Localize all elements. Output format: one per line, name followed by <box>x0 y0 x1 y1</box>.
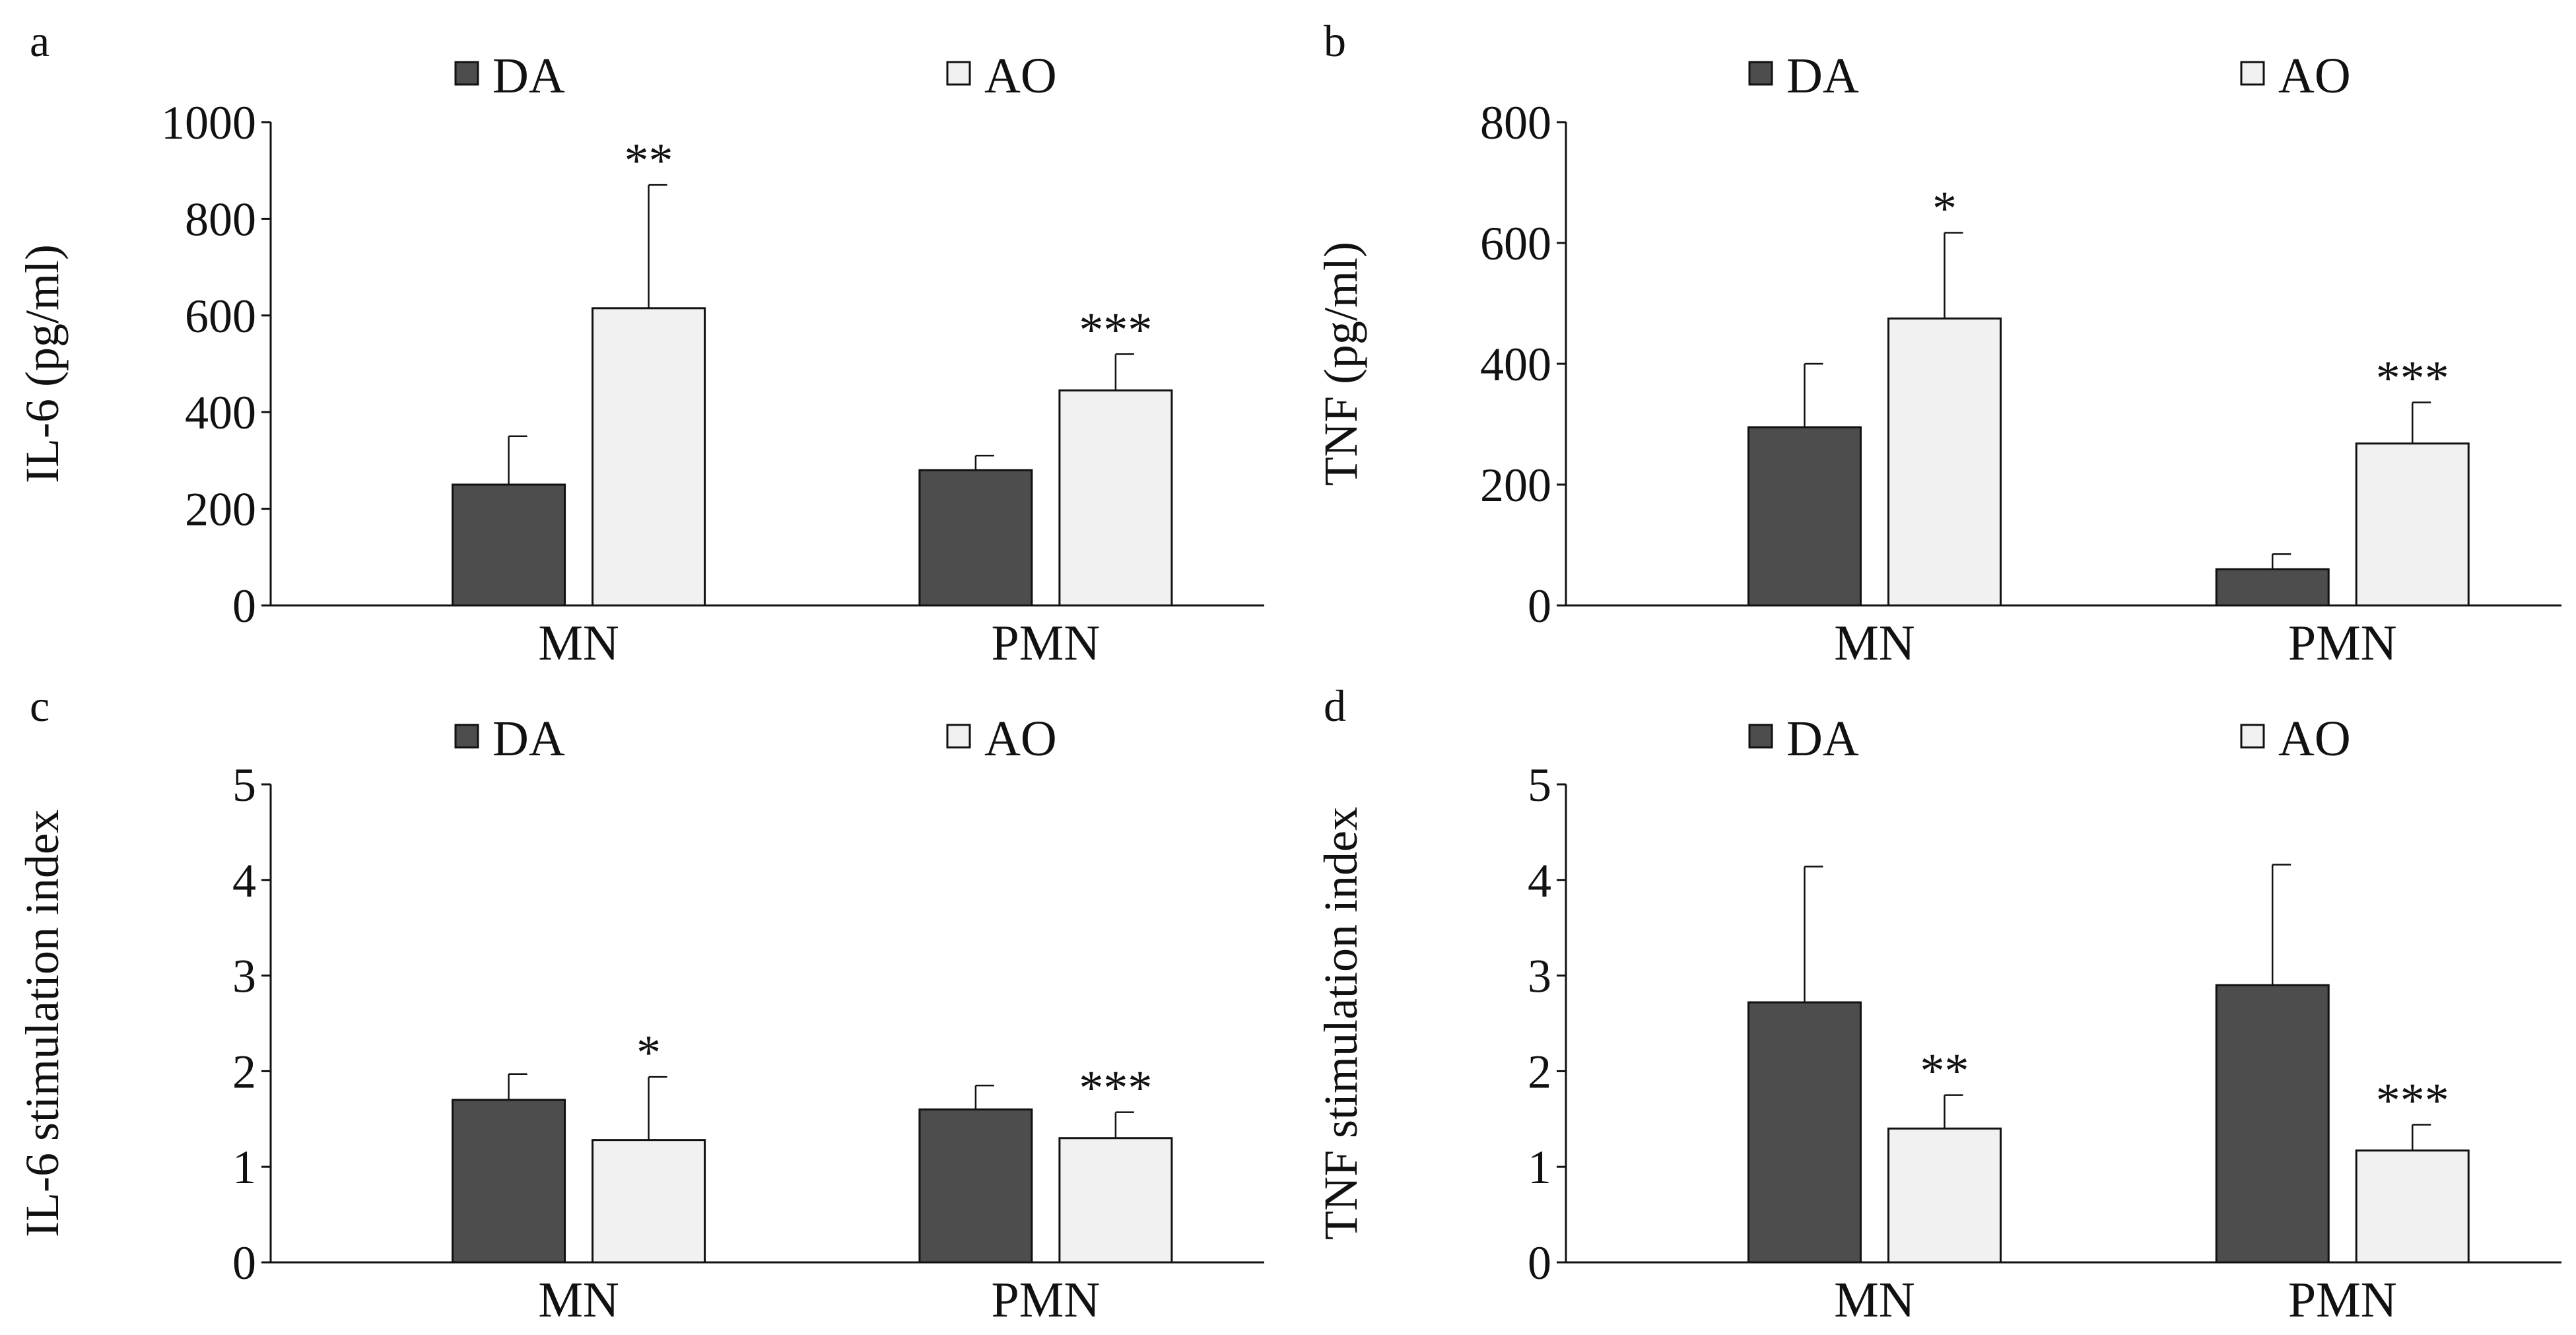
x-category-label: MN <box>538 615 619 671</box>
y-tick-label: 1 <box>1528 1141 1551 1194</box>
x-category-label: PMN <box>2288 615 2397 671</box>
significance-marker: *** <box>1079 303 1152 357</box>
significance-marker: ** <box>1920 1044 1969 1099</box>
bar-da-mn <box>452 483 566 607</box>
bar-da-pmn <box>2215 568 2330 607</box>
x-category-label: MN <box>1834 615 1915 671</box>
y-tick-label: 200 <box>185 483 256 536</box>
legend-label-da: DA <box>1786 48 1859 104</box>
panel-letter: b <box>1324 16 1346 66</box>
panel-letter: c <box>30 681 50 731</box>
y-axis-label: IL-6 stimulation index <box>16 809 69 1237</box>
legend-label-ao: AO <box>2278 48 2351 104</box>
significance-marker: * <box>1932 182 1957 236</box>
x-category-label: PMN <box>2288 1272 2397 1328</box>
y-tick-label: 3 <box>1528 950 1551 1003</box>
legend-swatch-ao <box>2240 724 2265 749</box>
legend-label-da: DA <box>492 711 565 767</box>
legend-swatch-da <box>454 61 479 86</box>
y-tick-label: 2 <box>232 1045 256 1098</box>
x-category-label: MN <box>1834 1272 1915 1328</box>
legend-swatch-da <box>454 724 479 749</box>
x-category-label: PMN <box>992 615 1101 671</box>
y-tick-label: 1 <box>232 1141 256 1194</box>
y-tick-label: 4 <box>1528 854 1551 907</box>
y-tick-label: 3 <box>232 950 256 1003</box>
bar-ao-mn <box>592 307 706 607</box>
legend-label-da: DA <box>1786 711 1859 767</box>
y-axis-label: TNF stimulation index <box>1314 807 1367 1240</box>
y-tick-label: 4 <box>232 854 256 907</box>
panel-letter: a <box>30 16 50 66</box>
bar-da-mn <box>1747 1001 1862 1264</box>
legend-swatch-ao <box>946 61 971 86</box>
x-category-label: PMN <box>992 1272 1101 1328</box>
bar-da-mn <box>1747 426 1862 607</box>
chart-panel-b: b TNF (pg/ml) 0 200 400 600 800 MN * PMN *** DA AO <box>1314 16 2561 671</box>
chart-panel-a: a IL-6 (pg/ml) 0 200 400 600 800 1000 MN ** PMN ***… <box>16 16 1264 671</box>
legend-swatch-da <box>1748 61 1773 86</box>
legend-label-ao: AO <box>984 48 1057 104</box>
y-tick-label: 400 <box>1480 338 1551 391</box>
legend-swatch-da <box>1748 724 1773 749</box>
significance-marker: *** <box>2376 352 2449 406</box>
chart-panel-d: d TNF stimulation index 0 1 2 3 4 5 MN ** PMN *** DA… <box>1314 681 2561 1328</box>
legend-swatch-ao <box>946 724 971 749</box>
y-tick-label: 600 <box>1480 217 1551 270</box>
y-tick-label: 800 <box>1480 96 1551 149</box>
y-tick-label: 5 <box>1528 759 1551 811</box>
panel-letter: d <box>1324 681 1346 731</box>
y-tick-label: 5 <box>232 759 256 811</box>
bar-ao-pmn <box>2355 1149 2470 1264</box>
bar-ao-pmn <box>1058 389 1173 607</box>
legend-label-ao: AO <box>984 711 1057 767</box>
y-tick-label: 400 <box>185 386 256 439</box>
x-category-label: MN <box>538 1272 619 1328</box>
bar-ao-pmn <box>2355 442 2470 607</box>
chart-panel-c: c IL-6 stimulation index 0 1 2 3 4 5 MN * PMN *** DA… <box>16 681 1264 1328</box>
y-axis-label: TNF (pg/ml) <box>1314 242 1367 486</box>
y-tick-label: 600 <box>185 290 256 343</box>
significance-marker: ** <box>625 134 673 188</box>
y-tick-label: 800 <box>185 193 256 246</box>
bar-da-pmn <box>2215 984 2330 1264</box>
bar-ao-mn <box>1887 317 2002 607</box>
bar-da-pmn <box>918 469 1033 607</box>
y-tick-label: 0 <box>232 1237 256 1289</box>
bar-ao-mn <box>1887 1127 2002 1264</box>
y-tick-label: 0 <box>1528 1237 1551 1289</box>
y-tick-label: 0 <box>1528 580 1551 633</box>
significance-marker: * <box>636 1026 661 1080</box>
bar-da-pmn <box>918 1108 1033 1264</box>
y-tick-label: 2 <box>1528 1045 1551 1098</box>
bar-da-mn <box>452 1099 566 1264</box>
legend-swatch-ao <box>2240 61 2265 86</box>
y-tick-label: 200 <box>1480 459 1551 512</box>
y-tick-label: 1000 <box>161 96 256 149</box>
legend-label-ao: AO <box>2278 711 2351 767</box>
bar-ao-mn <box>592 1139 706 1264</box>
y-tick-label: 0 <box>232 580 256 633</box>
significance-marker: *** <box>1079 1062 1152 1116</box>
significance-marker: *** <box>2376 1074 2449 1128</box>
bar-ao-pmn <box>1058 1137 1173 1264</box>
legend-label-da: DA <box>492 48 565 104</box>
y-axis-label: IL-6 (pg/ml) <box>16 244 69 483</box>
